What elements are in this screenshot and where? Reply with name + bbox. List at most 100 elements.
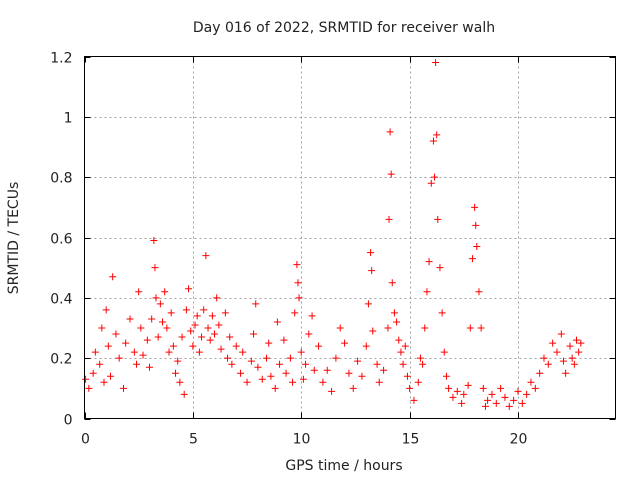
data-point <box>178 333 186 341</box>
data-point <box>98 324 106 332</box>
data-point <box>572 336 580 344</box>
data-point <box>104 342 112 350</box>
data-point <box>384 324 392 332</box>
plot-frame <box>84 56 616 419</box>
data-point <box>393 318 401 326</box>
data-point <box>126 315 134 323</box>
data-point <box>133 360 141 368</box>
data-point <box>575 348 583 356</box>
data-point <box>152 294 160 302</box>
data-point <box>433 131 441 139</box>
data-point <box>466 324 474 332</box>
data-point <box>460 390 468 398</box>
ticks-layer: 0 0.2 0.4 0.6 0.8 1 1.2 0 5 10 15 20 <box>50 51 616 448</box>
data-point <box>425 258 433 266</box>
data-point <box>191 321 199 329</box>
data-point <box>518 399 526 407</box>
data-point <box>182 306 190 314</box>
data-point <box>427 179 435 187</box>
data-point <box>148 315 156 323</box>
data-point <box>96 360 104 368</box>
data-point <box>187 327 195 335</box>
data-point <box>385 215 393 223</box>
data-point <box>562 369 570 377</box>
data-point <box>297 348 305 356</box>
data-point <box>559 357 567 365</box>
data-point <box>310 366 318 374</box>
data-point <box>449 393 457 401</box>
data-point <box>211 330 219 338</box>
data-point <box>224 354 232 362</box>
data-point <box>432 59 440 67</box>
data-point <box>336 324 344 332</box>
data-point <box>434 215 442 223</box>
x-tick-label: 0 <box>81 432 90 448</box>
data-point <box>488 390 496 398</box>
data-point <box>319 378 327 386</box>
data-point <box>421 324 429 332</box>
data-point <box>120 384 128 392</box>
data-point <box>468 255 476 263</box>
data-point <box>167 309 175 317</box>
data-point <box>442 372 450 380</box>
y-axis-label: SRMTID / TECUs <box>6 182 22 295</box>
data-point <box>536 369 544 377</box>
data-point <box>373 360 381 368</box>
data-point <box>239 348 247 356</box>
data-point <box>484 396 492 404</box>
data-point <box>243 378 251 386</box>
data-point <box>341 339 349 347</box>
data-point <box>414 378 422 386</box>
data-point <box>163 324 171 332</box>
data-point <box>471 203 479 211</box>
data-point <box>107 372 115 380</box>
data-point <box>305 330 313 338</box>
data-point <box>208 312 216 320</box>
data-point <box>388 279 396 287</box>
data-point <box>122 339 130 347</box>
data-point <box>280 336 288 344</box>
data-point <box>523 390 531 398</box>
data-point <box>364 300 372 308</box>
data-point <box>375 378 383 386</box>
data-point <box>91 348 99 356</box>
data-point <box>302 360 310 368</box>
data-point <box>299 375 307 383</box>
y-tick-label: 1 <box>64 111 73 127</box>
data-point <box>293 261 301 269</box>
data-point <box>481 402 489 410</box>
data-point <box>403 372 411 380</box>
data-point <box>130 348 138 356</box>
data-point <box>472 221 480 229</box>
data-point <box>176 378 184 386</box>
data-point <box>367 249 375 257</box>
data-point <box>453 387 461 395</box>
data-point <box>510 396 518 404</box>
data-point <box>189 342 197 350</box>
data-point <box>423 288 431 296</box>
data-point <box>271 384 279 392</box>
data-point <box>172 369 180 377</box>
data-point <box>146 363 154 371</box>
data-point <box>282 369 290 377</box>
data-point <box>154 333 162 341</box>
data-point <box>501 393 509 401</box>
data-point <box>161 288 169 296</box>
data-point <box>429 137 437 145</box>
data-point <box>185 285 193 293</box>
data-point <box>438 309 446 317</box>
x-tick-label: 10 <box>293 432 311 448</box>
data-point <box>137 324 145 332</box>
data-point <box>458 399 466 407</box>
data-point <box>395 336 403 344</box>
y-tick-label: 0.4 <box>50 292 72 308</box>
data-point <box>332 354 340 362</box>
y-tick-label: 1.2 <box>50 51 72 67</box>
data-point <box>401 342 409 350</box>
data-point <box>198 333 206 341</box>
data-point <box>273 318 281 326</box>
points-layer <box>82 59 585 410</box>
data-point <box>265 339 273 347</box>
data-point <box>566 342 574 350</box>
